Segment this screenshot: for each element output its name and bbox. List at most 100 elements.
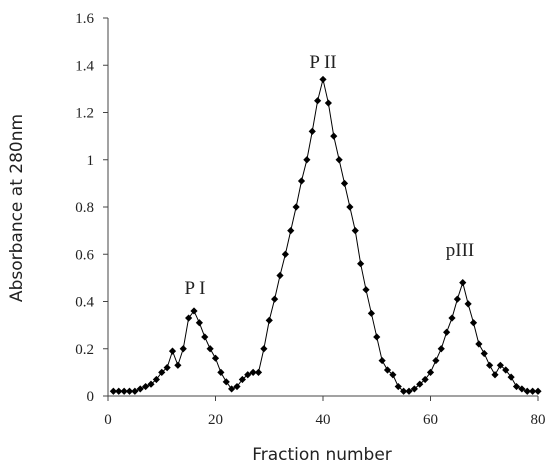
marker: [131, 387, 139, 395]
marker: [190, 307, 198, 315]
marker: [281, 250, 289, 258]
y-tick-label: 0.2: [75, 342, 94, 358]
marker: [222, 378, 230, 386]
marker: [330, 132, 338, 140]
marker: [346, 203, 354, 211]
marker: [271, 295, 279, 303]
marker: [400, 387, 408, 395]
marker: [211, 354, 220, 362]
marker: [416, 380, 424, 388]
marker: [367, 309, 375, 317]
marker: [303, 156, 311, 164]
y-axis-label: Absorbance at 280nm: [7, 114, 27, 302]
marker: [185, 314, 193, 322]
marker: [383, 366, 392, 374]
marker: [502, 366, 510, 374]
marker: [109, 387, 117, 395]
marker: [314, 97, 322, 105]
marker: [432, 356, 440, 365]
marker: [249, 368, 257, 376]
y-tick-label: 1.6: [75, 11, 94, 27]
marker: [287, 227, 295, 235]
marker: [373, 333, 381, 341]
marker: [158, 368, 166, 376]
x-tick-label: 60: [423, 412, 438, 428]
marker: [308, 127, 316, 135]
marker: [480, 349, 488, 358]
x-tick-label: 40: [316, 412, 331, 428]
marker: [394, 382, 402, 391]
marker: [464, 300, 472, 308]
y-tick-label: 1.2: [75, 106, 94, 122]
marker: [163, 364, 171, 372]
marker: [136, 385, 144, 393]
marker: [297, 177, 306, 185]
marker: [410, 385, 418, 393]
y-tick-label: 0.4: [75, 295, 94, 311]
marker: [534, 387, 542, 395]
marker: [357, 260, 365, 268]
marker: [168, 347, 177, 355]
x-tick-label: 20: [208, 412, 223, 428]
marker: [276, 271, 284, 280]
annotation: P I: [185, 278, 206, 299]
marker: [244, 371, 252, 379]
marker: [319, 75, 327, 84]
marker: [120, 387, 128, 395]
marker: [115, 387, 123, 395]
marker: [512, 382, 521, 391]
y-tick-label: 0: [87, 389, 95, 405]
marker: [459, 279, 467, 287]
marker: [125, 387, 134, 395]
y-tick-label: 0.8: [75, 200, 94, 216]
marker: [206, 345, 214, 353]
marker: [448, 314, 456, 322]
marker: [491, 371, 499, 379]
marker: [443, 328, 451, 336]
marker: [469, 319, 478, 327]
marker: [324, 99, 332, 107]
x-tick-label: 0: [104, 412, 112, 428]
marker: [378, 356, 386, 365]
marker: [228, 385, 236, 393]
marker: [233, 382, 241, 391]
marker: [217, 368, 225, 376]
marker: [201, 333, 209, 341]
line: [113, 79, 538, 392]
marker: [523, 387, 531, 395]
marker: [421, 375, 429, 384]
marker: [496, 361, 504, 369]
y-tick-label: 0.6: [75, 247, 94, 263]
x-tick-label: 80: [531, 412, 546, 428]
marker: [265, 316, 273, 324]
marker: [174, 361, 182, 369]
marker: [518, 385, 526, 393]
marker: [195, 319, 203, 327]
marker: [453, 295, 461, 303]
marker: [179, 345, 187, 353]
marker: [142, 382, 150, 391]
y-tick-label: 1.4: [75, 58, 94, 74]
marker: [292, 203, 300, 211]
y-tick-label: 1: [87, 153, 95, 169]
marker: [254, 368, 263, 376]
marker: [362, 286, 370, 294]
marker: [260, 345, 268, 353]
marker: [340, 179, 349, 187]
marker: [405, 387, 413, 395]
annotation: P II: [309, 52, 336, 73]
marker: [507, 373, 515, 381]
x-axis-label: Fraction number: [252, 445, 392, 465]
marker: [335, 156, 343, 164]
marker: [389, 371, 397, 379]
marker: [529, 387, 537, 395]
marker: [486, 361, 494, 369]
marker: [426, 368, 435, 376]
marker: [437, 345, 445, 353]
marker: [475, 340, 483, 348]
marker: [238, 375, 246, 384]
annotation: pIII: [446, 240, 474, 261]
marker: [147, 380, 155, 388]
